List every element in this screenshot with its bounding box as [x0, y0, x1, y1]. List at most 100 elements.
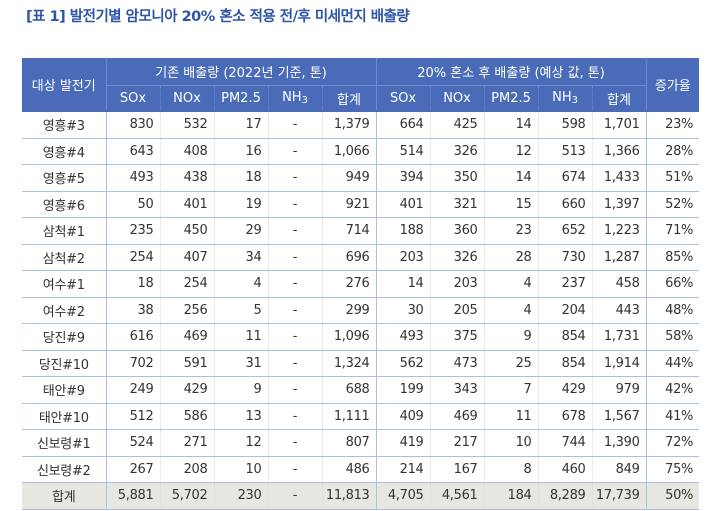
- before-nh3-cell: -: [268, 403, 323, 430]
- before-sum-cell: 688: [322, 376, 377, 404]
- total-row: 합계 5,881 5,702 230-11,813 4,705 4,561 184 8,289…: [22, 482, 700, 510]
- after-sum-cell: 979: [592, 376, 647, 404]
- table-row: 영흥#5 493 438 18-949 394 350 14 674 1,433 51%: [22, 164, 700, 192]
- table-row: 영흥#3 830 532 17-1,379 664 425 14 598 1,701 23%: [22, 110, 700, 139]
- before-sum-cell: 11,813: [322, 482, 377, 510]
- after-sox-cell: 562: [376, 350, 431, 377]
- before-nox-cell: 256: [160, 297, 215, 324]
- after-nox-cell: 326: [430, 244, 485, 271]
- table-row: 태안#10 512 586 13-1,111 409 469 11 678 1,567 41%: [22, 403, 700, 430]
- generator-name: 당진#9: [22, 323, 107, 351]
- table-row: 영흥#4 643 408 16-1,066 514 326 12 513 1,366 28%: [22, 138, 700, 165]
- before-pm25-cell: 13: [214, 403, 269, 430]
- after-sox-cell: 188: [376, 217, 431, 245]
- generator-name: 삼척#2: [22, 244, 107, 271]
- after-sox-cell: 4,705: [376, 482, 431, 510]
- after-sum-cell: 458: [592, 270, 647, 298]
- header-target: 대상 발전기: [22, 58, 107, 112]
- after-sox-cell: 14: [376, 270, 431, 298]
- header-before-col-0: SOx: [106, 85, 161, 111]
- generator-name: 합계: [22, 482, 107, 510]
- generator-name: 영흥#6: [22, 191, 107, 218]
- before-pm25-cell: 19: [214, 191, 269, 218]
- after-pm25-cell: 10: [484, 429, 539, 457]
- header-before-col-1: NOx: [160, 85, 215, 111]
- generator-name: 영흥#4: [22, 138, 107, 165]
- after-nox-cell: 217: [430, 429, 485, 457]
- before-sox-cell: 38: [106, 297, 161, 324]
- before-pm25-cell: 31: [214, 350, 269, 377]
- after-pm25-cell: 8: [484, 456, 539, 483]
- after-pm25-cell: 7: [484, 376, 539, 404]
- after-nh3-cell: 660: [538, 191, 593, 218]
- after-sox-cell: 409: [376, 403, 431, 430]
- before-nh3-cell: -: [268, 164, 323, 192]
- before-sum-cell: 949: [322, 164, 377, 192]
- after-pm25-cell: 14: [484, 164, 539, 192]
- table-row: 삼척#1 235 450 29-714 188 360 23 652 1,223 71%: [22, 217, 700, 245]
- before-pm25-cell: 16: [214, 138, 269, 165]
- before-sum-cell: 696: [322, 244, 377, 271]
- after-nh3-cell: 429: [538, 376, 593, 404]
- before-sum-cell: 1,111: [322, 403, 377, 430]
- after-sox-cell: 664: [376, 110, 431, 139]
- increase-rate-cell: 85%: [646, 244, 700, 271]
- increase-rate-cell: 44%: [646, 350, 700, 377]
- generator-name: 태안#9: [22, 376, 107, 404]
- after-sum-cell: 1,366: [592, 138, 647, 165]
- before-nox-cell: 271: [160, 429, 215, 457]
- after-nox-cell: 167: [430, 456, 485, 483]
- before-nox-cell: 5,702: [160, 482, 215, 510]
- after-nox-cell: 4,561: [430, 482, 485, 510]
- after-nox-cell: 205: [430, 297, 485, 324]
- before-pm25-cell: 34: [214, 244, 269, 271]
- table-row: 신보령#1 524 271 12-807 419 217 10 744 1,390 72%: [22, 429, 700, 457]
- after-nox-cell: 321: [430, 191, 485, 218]
- header-after-col-0: SOx: [376, 85, 431, 111]
- increase-rate-cell: 50%: [646, 482, 700, 510]
- before-nox-cell: 469: [160, 323, 215, 351]
- generator-name: 당진#10: [22, 350, 107, 377]
- after-sox-cell: 199: [376, 376, 431, 404]
- after-nox-cell: 350: [430, 164, 485, 192]
- after-nh3-cell: 674: [538, 164, 593, 192]
- generator-name: 여수#2: [22, 297, 107, 324]
- after-nox-cell: 326: [430, 138, 485, 165]
- before-nh3-cell: -: [268, 482, 323, 510]
- increase-rate-cell: 42%: [646, 376, 700, 404]
- table-row: 삼척#2 254 407 34-696 203 326 28 730 1,287 85%: [22, 244, 700, 271]
- after-nox-cell: 203: [430, 270, 485, 298]
- header-after-col-4: 합계: [592, 85, 647, 111]
- before-sum-cell: 714: [322, 217, 377, 245]
- before-sum-cell: 1,066: [322, 138, 377, 165]
- generator-name: 태안#10: [22, 403, 107, 430]
- after-sox-cell: 394: [376, 164, 431, 192]
- before-nox-cell: 208: [160, 456, 215, 483]
- before-sum-cell: 921: [322, 191, 377, 218]
- before-sox-cell: 267: [106, 456, 161, 483]
- before-nh3-cell: -: [268, 110, 323, 139]
- header-before-col-2: PM2.5: [214, 85, 269, 111]
- before-pm25-cell: 4: [214, 270, 269, 298]
- increase-rate-cell: 72%: [646, 429, 700, 457]
- before-pm25-cell: 230: [214, 482, 269, 510]
- before-nh3-cell: -: [268, 323, 323, 351]
- after-pm25-cell: 11: [484, 403, 539, 430]
- before-nh3-cell: -: [268, 297, 323, 324]
- before-sox-cell: 50: [106, 191, 161, 218]
- header-group-after: 20% 혼소 후 배출량 (예상 값, 톤): [376, 58, 647, 86]
- after-nh3-cell: 652: [538, 217, 593, 245]
- table-row: 당진#9 616 469 11-1,096 493 375 9 854 1,731 58%: [22, 323, 700, 351]
- before-sox-cell: 830: [106, 110, 161, 139]
- increase-rate-cell: 75%: [646, 456, 700, 483]
- header-rate: 증가율: [646, 58, 700, 112]
- before-nox-cell: 591: [160, 350, 215, 377]
- increase-rate-cell: 71%: [646, 217, 700, 245]
- after-sum-cell: 17,739: [592, 482, 647, 510]
- generator-name: 여수#1: [22, 270, 107, 298]
- after-nox-cell: 343: [430, 376, 485, 404]
- after-nox-cell: 425: [430, 110, 485, 139]
- before-sox-cell: 493: [106, 164, 161, 192]
- after-sum-cell: 1,397: [592, 191, 647, 218]
- after-pm25-cell: 4: [484, 270, 539, 298]
